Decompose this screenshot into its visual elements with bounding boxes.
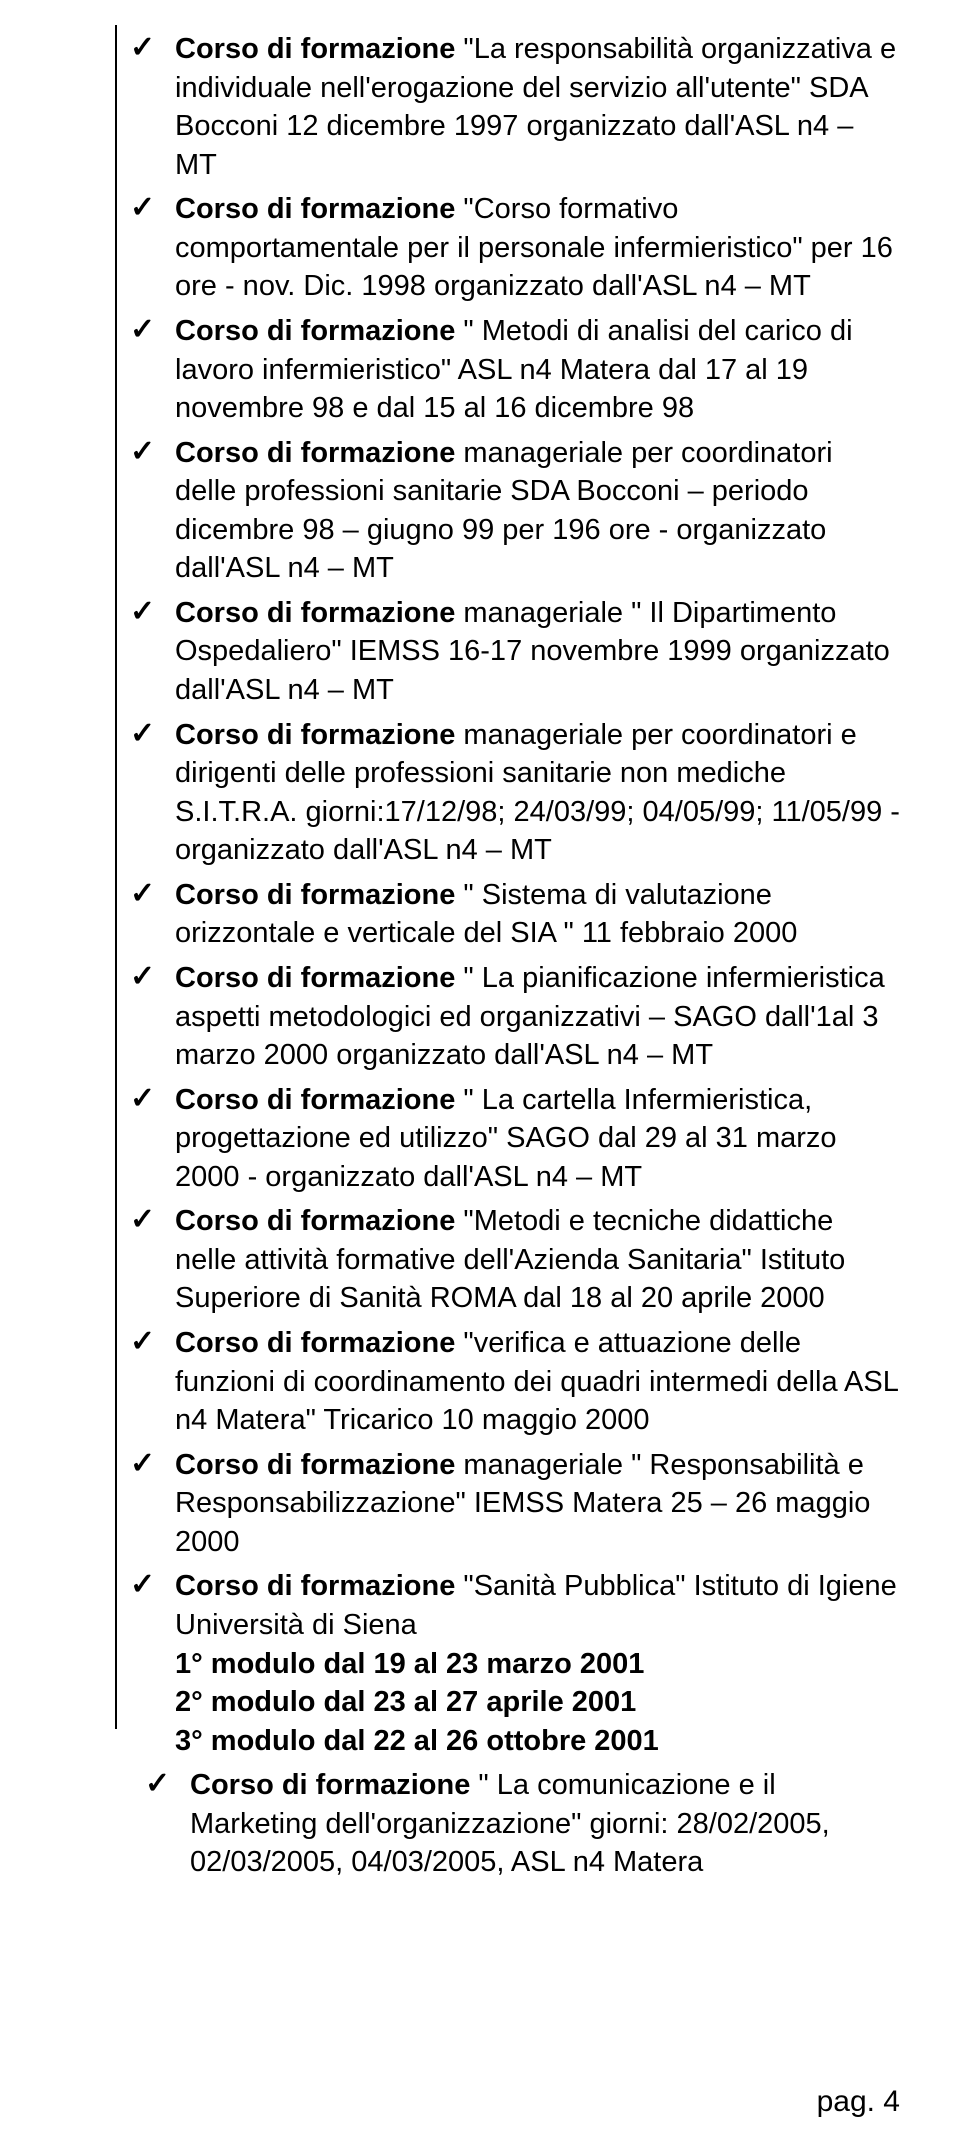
item-bold: Corso di formazione (175, 962, 455, 994)
checkmark-icon: ✓ (130, 714, 155, 754)
item-bold: Corso di formazione (175, 879, 455, 911)
list-item: ✓ Corso di formazione "Corso formativo c… (130, 190, 900, 306)
list-item: ✓ Corso di formazione "Sanità Pubblica" … (130, 1567, 900, 1760)
item-bold: Corso di formazione (175, 1570, 455, 1602)
item-bold: Corso di formazione (175, 1327, 455, 1359)
course-list: ✓ Corso di formazione "La responsabilità… (130, 30, 900, 1882)
checkmark-icon: ✓ (130, 432, 155, 472)
module-line: 1° modulo dal 19 al 23 marzo 2001 (175, 1645, 900, 1684)
list-item: ✓ Corso di formazione "verifica e attuaz… (130, 1324, 900, 1440)
checkmark-icon: ✓ (130, 188, 155, 228)
checkmark-icon: ✓ (130, 1322, 155, 1362)
document-page: ✓ Corso di formazione "La responsabilità… (0, 0, 960, 2149)
item-bold: Corso di formazione (175, 1205, 455, 1237)
item-bold: Corso di formazione (175, 1449, 455, 1481)
list-item: ✓ Corso di formazione " La comunicazione… (130, 1766, 900, 1882)
list-item: ✓ Corso di formazione "La responsabilità… (130, 30, 900, 184)
checkmark-icon: ✓ (130, 957, 155, 997)
checkmark-icon: ✓ (130, 874, 155, 914)
module-line: 3° modulo dal 22 al 26 ottobre 2001 (175, 1722, 900, 1761)
item-bold: Corso di formazione (175, 1084, 455, 1116)
item-bold: Corso di formazione (175, 719, 455, 751)
list-item: ✓ Corso di formazione manageriale " Il D… (130, 594, 900, 710)
checkmark-icon: ✓ (130, 310, 155, 350)
checkmark-icon: ✓ (130, 1079, 155, 1119)
checkmark-icon: ✓ (130, 28, 155, 68)
checkmark-icon: ✓ (130, 1200, 155, 1240)
list-item: ✓ Corso di formazione " Metodi di analis… (130, 312, 900, 428)
list-item: ✓ Corso di formazione " La pianificazion… (130, 959, 900, 1075)
checkmark-icon: ✓ (130, 1444, 155, 1484)
item-bold: Corso di formazione (175, 33, 455, 65)
list-item: ✓ Corso di formazione manageriale per co… (130, 434, 900, 588)
checkmark-icon: ✓ (145, 1764, 170, 1804)
module-line: 2° modulo dal 23 al 27 aprile 2001 (175, 1683, 900, 1722)
item-bold: Corso di formazione (175, 437, 455, 469)
list-item: ✓ Corso di formazione " La cartella Infe… (130, 1081, 900, 1197)
list-item: ✓ Corso di formazione " Sistema di valut… (130, 876, 900, 953)
checkmark-icon: ✓ (130, 1565, 155, 1605)
list-item: ✓ Corso di formazione manageriale " Resp… (130, 1446, 900, 1562)
item-bold: Corso di formazione (175, 193, 455, 225)
item-bold: Corso di formazione (175, 597, 455, 629)
page-number: pag. 4 (817, 2085, 900, 2119)
vertical-rule (115, 25, 117, 1729)
item-bold: Corso di formazione (190, 1769, 470, 1801)
item-bold: Corso di formazione (175, 315, 455, 347)
checkmark-icon: ✓ (130, 592, 155, 632)
list-item: ✓ Corso di formazione manageriale per co… (130, 716, 900, 870)
list-item: ✓ Corso di formazione "Metodi e tecniche… (130, 1202, 900, 1318)
